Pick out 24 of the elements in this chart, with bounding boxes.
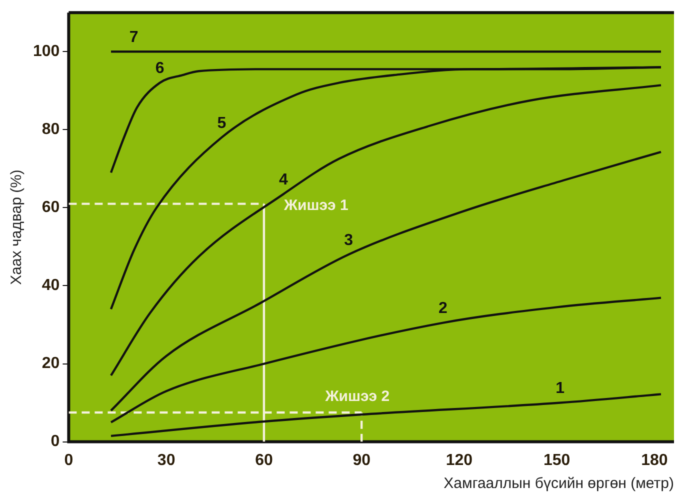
x-axis-title: Хамгааллын бүсийн өргөн (метр) — [444, 475, 674, 492]
series-label: 2 — [438, 300, 448, 318]
x-tick-label: 0 — [64, 452, 74, 469]
y-tick-label: 0 — [50, 433, 60, 450]
y-tick-label: 100 — [32, 43, 60, 60]
x-tick-label: 150 — [543, 452, 570, 469]
annotation: Жишээ 1 — [282, 196, 348, 214]
y-tick-label: 80 — [42, 121, 60, 138]
x-tick-label: 90 — [352, 452, 371, 469]
x-tick-label: 60 — [255, 452, 273, 469]
series-label: 4 — [279, 171, 288, 188]
x-tick-label: 30 — [157, 452, 176, 469]
x-tick-label: 180 — [641, 452, 668, 469]
x-tick-label: 120 — [446, 452, 473, 469]
series-label: 1 — [556, 380, 565, 398]
y-tick-label: 20 — [42, 355, 60, 372]
y-tick-label: 60 — [42, 199, 60, 216]
series-label: 6 — [155, 60, 164, 78]
y-tick-label: 40 — [42, 277, 60, 294]
annotation: Жишээ 2 — [324, 388, 390, 406]
series-label: 7 — [129, 29, 138, 46]
series-label: 5 — [217, 114, 226, 132]
series-label: 3 — [344, 232, 354, 249]
y-axis-title: Хаах чадвар (%) — [8, 170, 26, 285]
